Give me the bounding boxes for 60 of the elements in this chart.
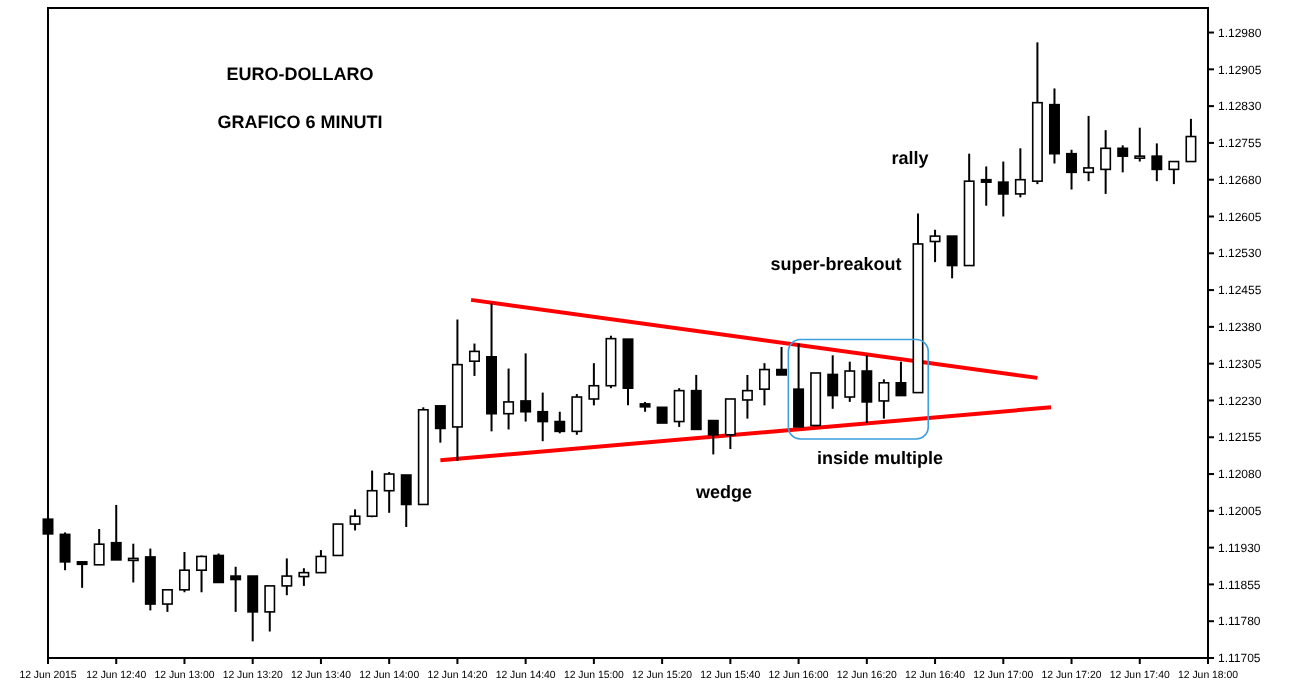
annotation: rally bbox=[891, 148, 929, 168]
candlestick bbox=[844, 360, 856, 403]
candlestick bbox=[503, 367, 515, 431]
candlestick bbox=[980, 165, 992, 207]
candlestick bbox=[1014, 147, 1026, 199]
candlestick bbox=[213, 552, 225, 584]
candlestick bbox=[161, 588, 173, 613]
candlestick bbox=[554, 410, 566, 435]
candlestick bbox=[1066, 148, 1078, 191]
text: GRAFICO 6 MINUTI bbox=[217, 112, 383, 132]
candlestick bbox=[93, 527, 105, 566]
candlestick bbox=[230, 565, 242, 613]
candlestick bbox=[332, 523, 344, 557]
annotation: wedge bbox=[693, 482, 753, 502]
candlestick bbox=[878, 378, 890, 420]
candlestick bbox=[929, 228, 941, 264]
candlestick bbox=[588, 362, 600, 407]
candlestick bbox=[776, 345, 788, 376]
candlestick bbox=[264, 584, 276, 633]
candlestick bbox=[59, 531, 71, 572]
candlestick bbox=[383, 471, 395, 514]
candlestick bbox=[144, 547, 156, 612]
annotation: inside multiple bbox=[816, 448, 944, 468]
candlestick bbox=[178, 551, 190, 594]
candlestick bbox=[315, 549, 327, 574]
candlestick bbox=[724, 397, 736, 451]
candlestick bbox=[861, 354, 873, 425]
candlestick bbox=[1151, 142, 1163, 183]
candlestick bbox=[741, 373, 753, 420]
candlestick bbox=[76, 560, 88, 589]
candlestick bbox=[1100, 129, 1112, 195]
annotation: super-breakout bbox=[770, 254, 902, 274]
candlestick bbox=[196, 554, 208, 594]
candlestick bbox=[946, 235, 958, 280]
candlestick bbox=[895, 360, 907, 397]
candlestick bbox=[1134, 126, 1146, 163]
candlestick bbox=[468, 342, 480, 377]
text: EURO-DOLLARO bbox=[226, 64, 374, 84]
candlestick bbox=[366, 469, 378, 519]
candlestick bbox=[400, 474, 412, 529]
candlestick bbox=[997, 160, 1009, 218]
candlestick bbox=[537, 391, 549, 443]
candlestick bbox=[827, 354, 839, 410]
candlestick bbox=[281, 557, 293, 597]
candlestick bbox=[793, 342, 805, 428]
candlestick bbox=[247, 575, 259, 643]
candlestick bbox=[110, 503, 122, 561]
candlestick bbox=[758, 362, 770, 407]
candlestick bbox=[1168, 160, 1180, 186]
candlestick bbox=[520, 352, 532, 423]
candlestick bbox=[1083, 114, 1095, 183]
candlestick bbox=[605, 334, 617, 390]
candlestick bbox=[673, 387, 685, 428]
candlestick bbox=[1185, 117, 1197, 163]
candlestick bbox=[571, 393, 583, 436]
candlestick bbox=[434, 404, 446, 444]
candlestick bbox=[707, 419, 719, 456]
candlestick bbox=[1117, 144, 1129, 174]
candlestick bbox=[349, 508, 361, 532]
candlestick bbox=[690, 373, 702, 431]
